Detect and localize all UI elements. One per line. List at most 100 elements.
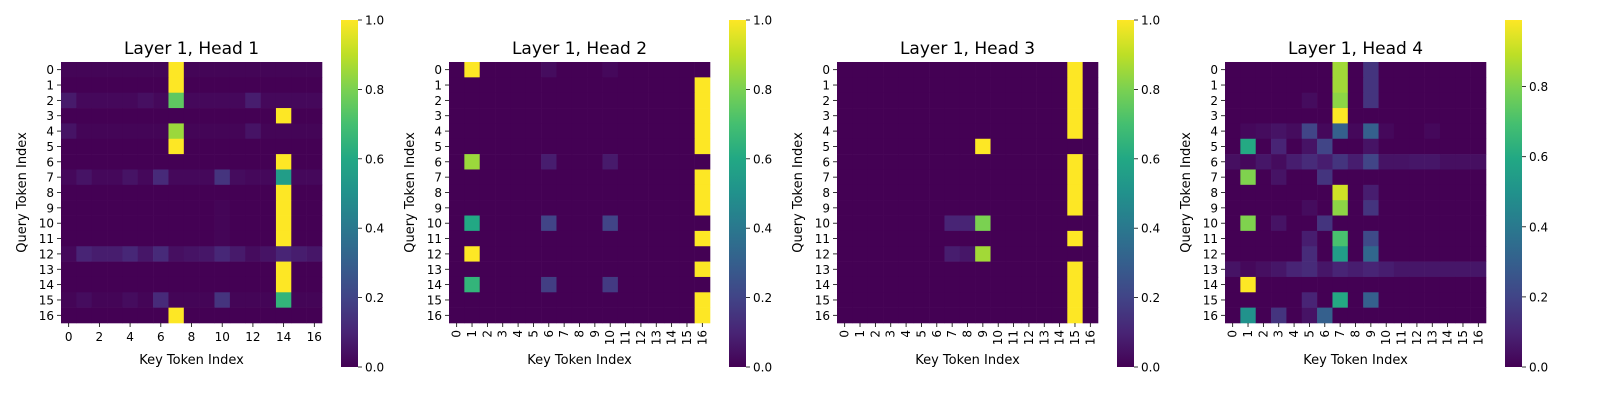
x-tick-label: 7 [1333,330,1347,338]
heatmap-cell [1051,62,1068,78]
y-axis-label: Query Token Index [403,132,418,253]
heatmap-cell [929,246,945,262]
heatmap-cell [1301,108,1318,124]
heatmap-cell [648,154,665,170]
heatmap-cell [541,108,557,124]
heatmap-cell [91,261,108,278]
heatmap-cell [306,276,323,293]
heatmap-cell [1409,108,1425,124]
heatmap-cell [1067,230,1083,247]
heatmap-cell [1082,123,1099,140]
heatmap-cell [1225,108,1241,124]
heatmap-cell [883,261,899,278]
heatmap-cell [1470,292,1487,308]
heatmap-cell [1393,92,1410,109]
x-tick-label: 1 [1241,330,1255,338]
x-tick-label: 0 [450,330,464,338]
heatmap-cell [694,276,711,293]
heatmap-cell [1225,200,1241,216]
heatmap-cell [990,261,1007,278]
x-tick-label: 4 [511,330,525,338]
heatmap-cell [107,230,123,247]
heatmap-cell [107,200,123,216]
heatmap-cell [913,154,930,170]
heatmap-cell [229,246,246,262]
heatmap-cell [449,138,465,155]
y-tick-label: 8 [46,186,54,200]
heatmap-cell [1051,138,1068,155]
heatmap-cell [1393,77,1410,93]
heatmap-cell [1255,292,1272,308]
heatmap-cell [1470,276,1487,293]
heatmap-cell [959,62,976,78]
heatmap-cell [107,292,123,308]
heatmap-cell [944,230,961,247]
heatmap-cell [1347,230,1364,247]
heatmap-cell [199,77,215,93]
heatmap-cell [898,108,915,124]
y-tick-label: 5 [822,140,830,154]
y-tick-label: 9 [46,201,54,215]
heatmap-cell [648,169,665,186]
heatmap-cell [1317,169,1333,186]
heatmap-cell [1424,200,1441,216]
heatmap-cell [929,215,945,232]
heatmap-cell [1439,230,1456,247]
x-tick-label: 2 [868,330,882,338]
heatmap-cell [1005,62,1022,78]
heatmap-cell [944,108,961,124]
heatmap-cell [1067,200,1083,216]
heatmap-cell [245,184,261,201]
heatmap-cell [1271,154,1287,170]
heatmap-cell [663,108,680,124]
colorbar [341,20,358,367]
heatmap-cell [1363,276,1379,293]
heatmap-cell [975,276,991,293]
heatmap-cell [1286,77,1303,93]
heatmap-cell [944,138,961,155]
heatmap-cell [837,307,853,324]
heatmap-cell [867,307,884,324]
heatmap-cell [1271,200,1287,216]
heatmap-cell [571,215,588,232]
heatmap-cell [867,261,884,278]
heatmap-cell [541,123,557,140]
heatmap-cell [153,62,169,78]
heatmap-cell [510,246,527,262]
heatmap-cell [975,261,991,278]
heatmap-cell [990,230,1007,247]
x-tick-label: 8 [188,330,196,344]
heatmap-cell [1378,230,1395,247]
heatmap-cell [883,246,899,262]
heatmap-cell [1036,123,1053,140]
heatmap-cell [495,138,511,155]
heatmap-cell [1271,261,1287,278]
heatmap-cell [1005,261,1022,278]
heatmap-cell [1051,246,1068,262]
heatmap-cell [587,307,603,324]
heatmap-cell [1378,77,1395,93]
y-tick-label: 3 [46,109,54,123]
heatmap-cell [617,215,634,232]
heatmap-cell [214,230,231,247]
heatmap-cell [275,154,292,170]
heatmap-cell [1021,92,1037,109]
heatmap-cell [61,138,77,155]
heatmap-cell [929,200,945,216]
heatmap-cell [633,138,649,155]
heatmap-cell [867,230,884,247]
heatmap-cell [1347,154,1364,170]
heatmap-cell [1255,77,1272,93]
x-tick-label: 1 [853,330,867,338]
heatmap-cell [199,230,215,247]
y-tick-label: 15 [815,293,830,307]
heatmap-cell [633,184,649,201]
heatmap-cell [556,62,573,78]
heatmap-cell [1021,200,1037,216]
heatmap-cell [91,230,108,247]
heatmap-cell [183,261,200,278]
heatmap-cell [229,138,246,155]
heatmap-cell [1036,230,1053,247]
heatmap-cell [61,108,77,124]
heatmap-cell [679,246,695,262]
